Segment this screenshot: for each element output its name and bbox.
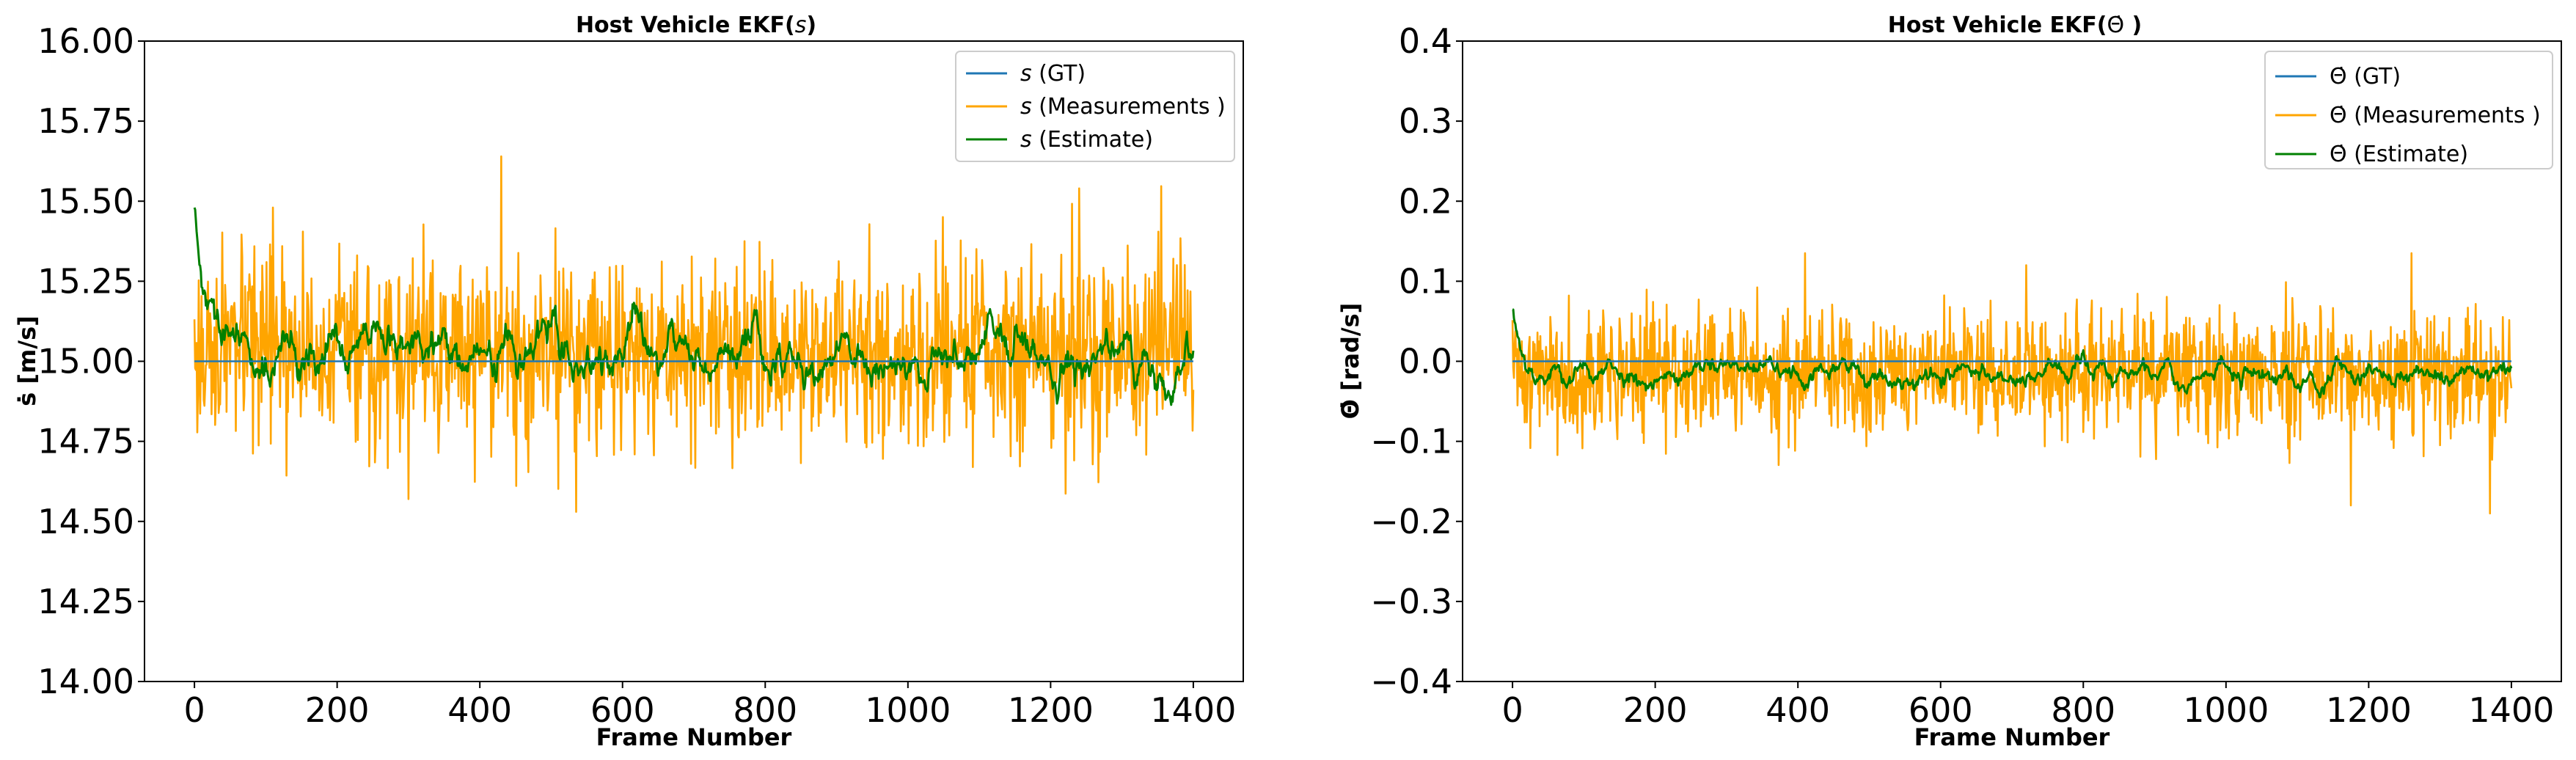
- chart-panel-speed: Host Vehicle EKF(s) 0 200 400 600 800 1000 120…: [13, 12, 1244, 751]
- series-line-measurements: [193, 155, 1195, 513]
- x-tick-label: 1200: [2326, 690, 2412, 730]
- x-tick-label: 200: [1623, 690, 1688, 730]
- y-tick-label: 14.75: [37, 422, 134, 461]
- y-tick-label: 0.4: [1399, 21, 1452, 61]
- y-tick-label: 15.25: [37, 261, 134, 301]
- y-tick-label: 15.00: [37, 342, 134, 381]
- x-tick-label: 1200: [1008, 690, 1094, 730]
- legend-box: [2264, 51, 2553, 169]
- legend-entry: s (Measurements ): [1020, 94, 1226, 120]
- y-axis-label: ṡ [m/s]: [13, 315, 41, 406]
- legend-entry: s (Estimate): [1020, 127, 1153, 153]
- x-tick-label: 1000: [2183, 690, 2269, 730]
- y-tick-label: 14.00: [37, 662, 134, 701]
- series-line-estimate: [193, 207, 1195, 406]
- y-tick-label: −0.3: [1370, 582, 1452, 621]
- legend-entry: s (GT): [1020, 61, 1086, 87]
- y-axis-label: Θ̇ [rad/s]: [1336, 303, 1364, 420]
- legend-entry: Θ̇ (Measurements ): [2330, 103, 2541, 128]
- x-axis-label: Frame Number: [1914, 723, 2110, 751]
- x-tick-label: 800: [2051, 690, 2115, 730]
- x-tick-label: 400: [1765, 690, 1830, 730]
- legend: Θ̇ (GT) Θ̇ (Measurements ) Θ̇ (Estimate): [2264, 51, 2553, 169]
- y-tick-label: 14.50: [37, 502, 134, 541]
- x-tick-label: 1400: [1150, 690, 1236, 730]
- legend-box: [955, 51, 1235, 162]
- y-tick-label: 0.1: [1399, 261, 1452, 301]
- x-tick-label: 1000: [865, 690, 951, 730]
- x-tick-label: 400: [447, 690, 512, 730]
- x-tick-label: 0: [1501, 690, 1523, 730]
- y-tick-label: 14.25: [37, 582, 134, 621]
- y-tick-label: 15.50: [37, 181, 134, 221]
- legend-entry: Θ̇ (GT): [2330, 64, 2401, 89]
- x-tick-label: 600: [1909, 690, 1973, 730]
- x-tick-label: 1400: [2468, 690, 2554, 730]
- y-tick-label: 0.3: [1399, 101, 1452, 141]
- y-tick-label: 0.2: [1399, 181, 1452, 221]
- chart-title: Host Vehicle EKF(s): [576, 12, 816, 38]
- series-line-measurements: [1511, 252, 2513, 515]
- chart-title: Host Vehicle EKF(Θ̇ ): [1888, 12, 2143, 38]
- x-axis-label: Frame Number: [596, 723, 792, 751]
- y-tick-label: 16.00: [37, 21, 134, 61]
- legend-entry: Θ̇ (Estimate): [2330, 142, 2468, 167]
- chart-panel-yaw-rate: Host Vehicle EKF(Θ̇ ) 0 200 400 600 800 1000 1…: [1336, 12, 2562, 751]
- y-tick-label: 15.75: [37, 101, 134, 141]
- series-line-estimate: [1512, 308, 2513, 399]
- y-tick-label: 0.0: [1399, 342, 1452, 381]
- x-tick-label: 0: [183, 690, 205, 730]
- x-tick-label: 600: [590, 690, 655, 730]
- x-tick-label: 800: [733, 690, 797, 730]
- y-tick-label: −0.1: [1370, 422, 1452, 461]
- x-tick-label: 200: [305, 690, 370, 730]
- y-tick-label: −0.2: [1370, 502, 1452, 541]
- legend: s (GT) s (Measurements ) s (Estimate): [955, 51, 1235, 162]
- y-tick-label: −0.4: [1370, 662, 1452, 701]
